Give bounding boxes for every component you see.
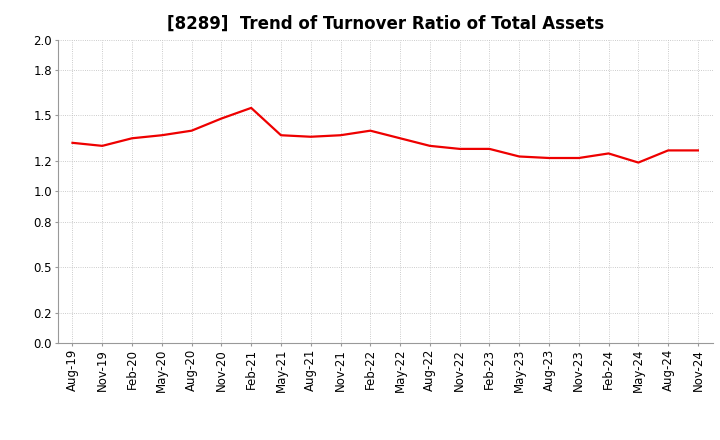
Title: [8289]  Trend of Turnover Ratio of Total Assets: [8289] Trend of Turnover Ratio of Total … bbox=[166, 15, 604, 33]
